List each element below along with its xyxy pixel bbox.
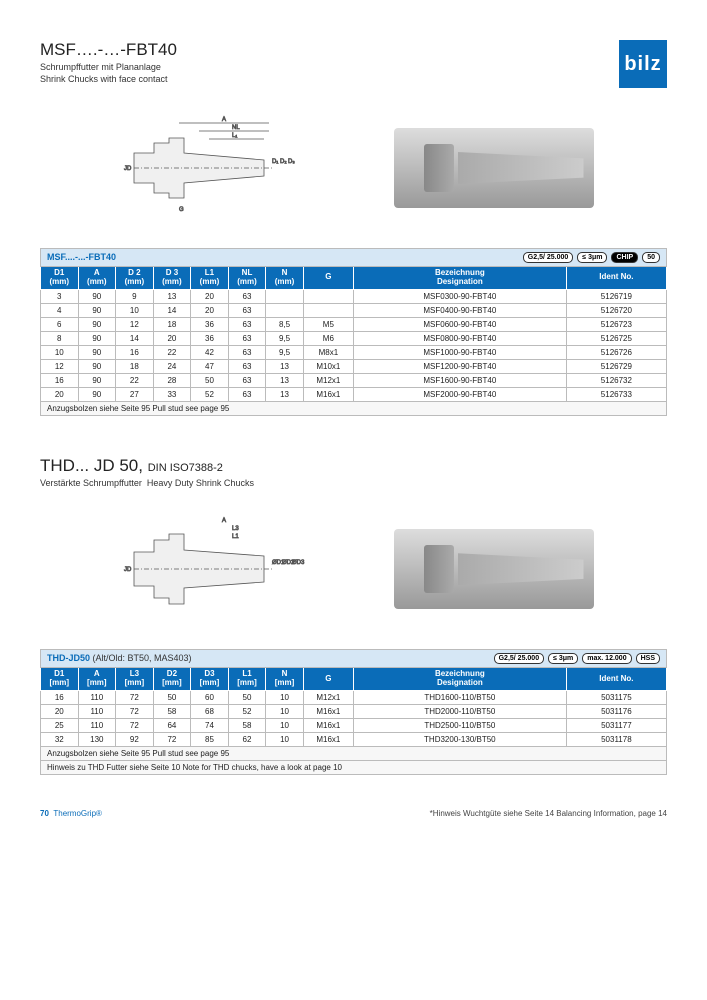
col-header: N(mm) <box>266 267 304 290</box>
section1-title: MSF….-…-FBT40 <box>40 40 177 60</box>
col-header: Ident No. <box>566 668 666 691</box>
section1-sub-de: Schrumpffutter mit Plananlage <box>40 62 177 74</box>
col-header: D1(mm) <box>41 267 79 290</box>
col-header: BezeichnungDesignation <box>353 668 566 691</box>
svg-text:L3: L3 <box>232 526 239 532</box>
svg-text:ØD3: ØD3 <box>292 560 305 566</box>
svg-text:L₁: L₁ <box>232 133 237 139</box>
table-row: 12901824476313M10x1MSF1200-90-FBT4051267… <box>41 359 667 373</box>
col-header: D 3(mm) <box>153 267 191 290</box>
section2-table: THD-JD50 (Alt/Old: BT50, MAS403) G2,5/ 2… <box>40 649 667 775</box>
section2: THD... JD 50, DIN ISO7388-2 Verstärkte S… <box>40 456 667 775</box>
table-row: 161107250605010M12x1THD1600-110/BT505031… <box>41 690 667 704</box>
page-footer: 70 ThermoGrip® *Hinweis Wuchtgüte siehe … <box>40 805 667 818</box>
section2-diagrams: A L3 L1 JD ØD1 ØD2 ØD3 <box>40 514 667 624</box>
table-row: 690121836638,5M5MSF0600-90-FBT405126723 <box>41 317 667 331</box>
table-row: 1090162242639,5M8x1MSF1000-90-FBT4051267… <box>41 345 667 359</box>
table-row: 251107264745810M16x1THD2500-110/BT505031… <box>41 718 667 732</box>
col-header: N[mm] <box>266 668 304 691</box>
header: MSF….-…-FBT40 Schrumpffutter mit Plananl… <box>40 40 667 88</box>
col-header: Ident No. <box>566 267 666 290</box>
col-header: D 2(mm) <box>116 267 154 290</box>
svg-text:G: G <box>179 207 184 213</box>
svg-text:D₃: D₃ <box>288 159 295 165</box>
svg-text:A: A <box>222 117 226 123</box>
section1-table-title: MSF....-...-FBT40 G2,5/ 25.000 ≤ 3μm CHI… <box>41 249 667 267</box>
col-header: NL(mm) <box>228 267 266 290</box>
table-row: 20902733526313M16x1MSF2000-90-FBT4051267… <box>41 387 667 401</box>
table-row: 16902228506313M12x1MSF1600-90-FBT4051267… <box>41 373 667 387</box>
section1-note: Anzugsbolzen siehe Seite 95 Pull stud se… <box>41 401 667 415</box>
col-header: A(mm) <box>78 267 116 290</box>
svg-text:A: A <box>222 518 226 524</box>
brand-logo: bilz <box>619 40 667 88</box>
col-header: L1[mm] <box>228 668 266 691</box>
svg-text:D₂: D₂ <box>280 159 287 165</box>
col-header: BezeichnungDesignation <box>353 267 566 290</box>
section2-photo <box>394 529 594 609</box>
col-header: L3[mm] <box>116 668 154 691</box>
section1-diagrams: A NL L₁ JD G D₁ D₂ D₃ <box>40 113 667 223</box>
section1-table: MSF....-...-FBT40 G2,5/ 25.000 ≤ 3μm CHI… <box>40 248 667 416</box>
section2-note2: Hinweis zu THD Futter siehe Seite 10 Not… <box>41 760 667 774</box>
section1-badges: G2,5/ 25.000 ≤ 3μm CHIP 50 <box>523 252 660 263</box>
section2-title: THD... JD 50, DIN ISO7388-2 <box>40 456 667 476</box>
svg-text:NL: NL <box>232 125 240 131</box>
col-header: D1[mm] <box>41 668 79 691</box>
section2-note1: Anzugsbolzen siehe Seite 95 Pull stud se… <box>41 746 667 760</box>
section1-sub-en: Shrink Chucks with face contact <box>40 74 177 86</box>
col-header: A[mm] <box>78 668 116 691</box>
col-header: L1(mm) <box>191 267 229 290</box>
table-row: 49010142063MSF0400-90-FBT405126720 <box>41 303 667 317</box>
col-header: D2[mm] <box>153 668 191 691</box>
svg-text:JD: JD <box>124 567 132 573</box>
col-header: D3[mm] <box>191 668 229 691</box>
svg-text:JD: JD <box>124 166 132 172</box>
table-row: 201107258685210M16x1THD2000-110/BT505031… <box>41 704 667 718</box>
col-header: G <box>303 267 353 290</box>
section2-tech-drawing: A L3 L1 JD ØD1 ØD2 ØD3 <box>114 514 314 624</box>
section1-photo <box>394 128 594 208</box>
col-header: G <box>303 668 353 691</box>
svg-text:D₁: D₁ <box>272 159 278 165</box>
section2-badges: G2,5/ 25.000 ≤ 3μm max. 12.000 HSS <box>494 653 660 664</box>
table-row: 321309272856210M16x1THD3200-130/BT505031… <box>41 732 667 746</box>
section2-table-title: THD-JD50 (Alt/Old: BT50, MAS403) G2,5/ 2… <box>41 650 667 668</box>
section1-tech-drawing: A NL L₁ JD G D₁ D₂ D₃ <box>114 113 314 223</box>
section1-title-block: MSF….-…-FBT40 Schrumpffutter mit Plananl… <box>40 40 177 85</box>
svg-text:L1: L1 <box>232 534 239 540</box>
table-row: 3909132063MSF0300-90-FBT405126719 <box>41 289 667 303</box>
table-row: 890142036639,5M6MSF0800-90-FBT405126725 <box>41 331 667 345</box>
